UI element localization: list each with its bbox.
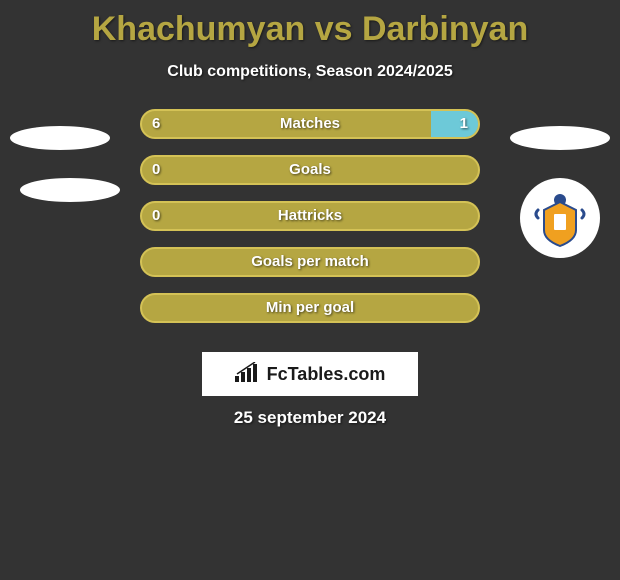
bar-row-min-per-goal: Min per goal (0, 293, 620, 323)
bar-chart-icon (235, 362, 261, 387)
bar-row-goals: 0 Goals (0, 155, 620, 185)
page-title: Khachumyan vs Darbinyan (0, 0, 620, 49)
date-text: 25 september 2024 (0, 408, 620, 428)
page-subtitle: Club competitions, Season 2024/2025 (0, 63, 620, 81)
bar-label: Goals per match (140, 247, 480, 277)
bar-value-right: 1 (460, 109, 468, 139)
brand-logo: FcTables.com (202, 352, 418, 396)
bar-row-goals-per-match: Goals per match (0, 247, 620, 277)
bar-label: Matches (140, 109, 480, 139)
comparison-bars: 6 Matches 1 0 Goals 0 Hattricks Goals pe… (0, 109, 620, 323)
bar-label: Min per goal (140, 293, 480, 323)
brand-text: FcTables.com (267, 364, 386, 385)
bar-row-matches: 6 Matches 1 (0, 109, 620, 139)
bar-row-hattricks: 0 Hattricks (0, 201, 620, 231)
bar-label: Goals (140, 155, 480, 185)
bar-label: Hattricks (140, 201, 480, 231)
